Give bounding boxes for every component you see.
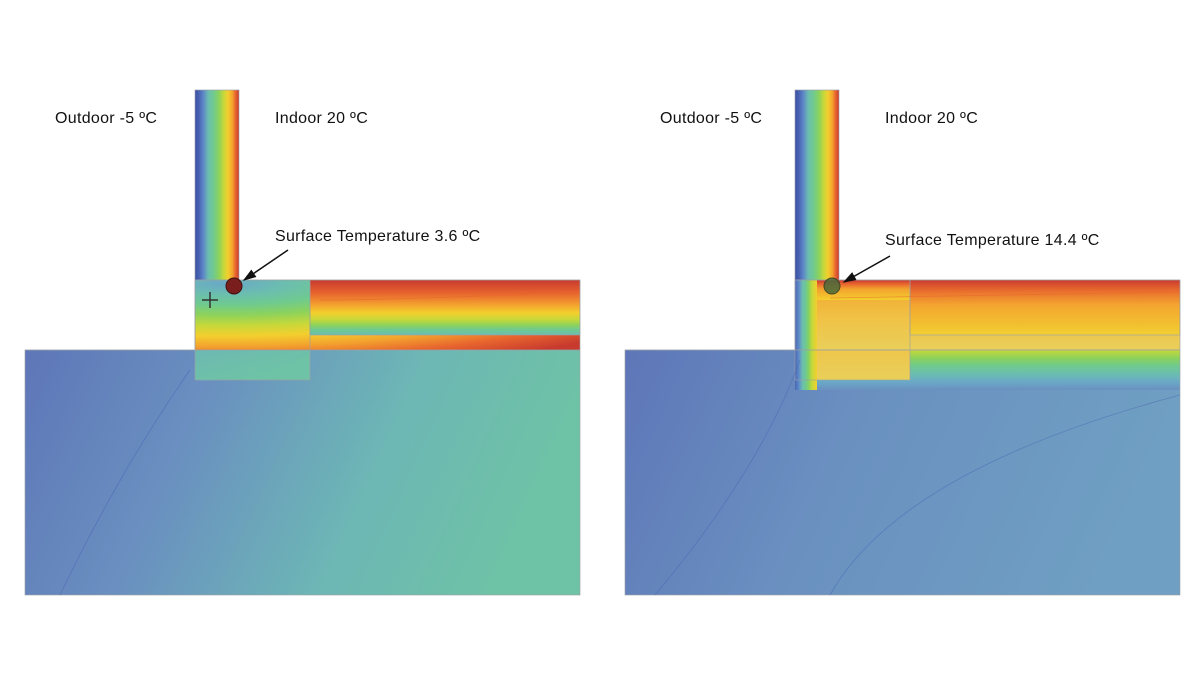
thermal-sim-right: Outdoor -5 ºC Indoor 20 ºC Surface Tempe…	[600, 0, 1200, 675]
thermal-heatmap-right	[600, 0, 1200, 675]
surface-temp-label-left: Surface Temperature 3.6 ºC	[275, 228, 480, 246]
outdoor-label-left: Outdoor -5 ºC	[55, 110, 157, 128]
outdoor-label-right: Outdoor -5 ºC	[660, 110, 762, 128]
thermal-sim-left: Outdoor -5 ºC Indoor 20 ºC Surface Tempe…	[0, 0, 600, 675]
surface-temp-label-right: Surface Temperature 14.4 ºC	[885, 232, 1100, 250]
indoor-label-right: Indoor 20 ºC	[885, 110, 978, 128]
indoor-label-left: Indoor 20 ºC	[275, 110, 368, 128]
thermal-heatmap-left	[0, 0, 600, 675]
